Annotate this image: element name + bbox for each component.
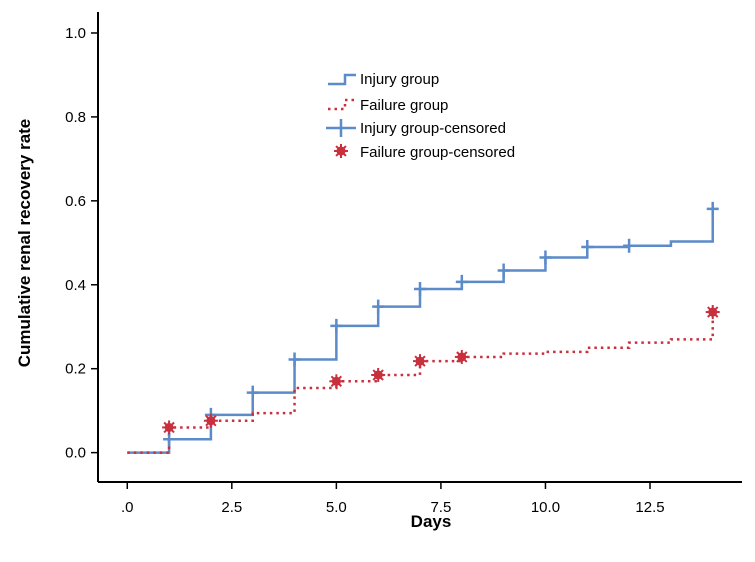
legend-swatch-injury-plus-icon [326,119,356,137]
y-tick-label: 1.0 [65,25,86,42]
x-axis-title: Days [411,512,452,531]
censor-marker-failure [454,349,469,364]
censor-marker-injury [372,299,385,314]
legend-swatch-failure-burst-icon [334,144,348,158]
censor-marker-injury [581,240,594,254]
legend-label-failure-group: Failure group [360,97,448,114]
legend-entry-failure-censored: Failure group-censored [334,144,515,161]
y-tick-label: 0.4 [65,277,86,294]
legend-swatch-injury-step [328,73,356,86]
censor-marker-failure [329,374,344,389]
censor-marker-injury [539,250,552,265]
censor-marker-injury [246,385,259,400]
series-line-failure-group [127,312,714,454]
x-tick-label: 5.0 [326,499,347,516]
censor-marker-failure [203,413,218,428]
censor-marker-injury [455,274,468,289]
censor-marker-failure [371,367,386,382]
censor-marker-injury [414,281,426,296]
censor-marker-injury [163,432,176,447]
y-axis-title: Cumulative renal recovery rate [15,119,34,368]
x-tick-label: 2.5 [221,499,242,516]
legend-swatch-failure-step [328,98,356,111]
y-tick-label: 0.8 [65,109,86,126]
axes [97,12,742,483]
censor-marker-group [162,201,720,447]
censor-marker-injury [288,352,301,367]
legend-label-injury-group: Injury group [360,71,439,88]
y-tick-label: 0.6 [65,193,86,210]
y-tick-label: 0.2 [65,361,86,378]
legend-label-injury-censored: Injury group-censored [360,120,506,137]
censor-marker-injury [497,263,510,278]
censor-marker-injury [330,318,343,333]
legend: Injury group Failure group Injury group-… [326,71,515,161]
legend-entry-injury-censored: Injury group-censored [326,119,506,137]
x-tick-label: 10.0 [531,499,560,516]
legend-entry-injury-group: Injury group [328,71,439,88]
y-tick-label: 0.0 [65,445,86,462]
legend-label-failure-censored: Failure group-censored [360,144,515,161]
x-tick-label: .0 [121,499,134,516]
legend-entry-failure-group: Failure group [328,97,448,114]
censor-marker-injury [706,201,719,216]
censor-marker-failure [705,305,720,320]
x-tick-label: 12.5 [635,499,664,516]
censor-marker-failure [413,354,427,369]
tick-group: .0 2.5 5.0 7.5 10.0 12.5 0.0 0.2 0.4 0.6 0.8 1.0 [65,25,664,516]
legend-burst-glyph [334,144,348,158]
x-tick-label: 7.5 [430,499,451,516]
censor-marker-failure [162,420,177,435]
censor-marker-injury [623,238,636,253]
